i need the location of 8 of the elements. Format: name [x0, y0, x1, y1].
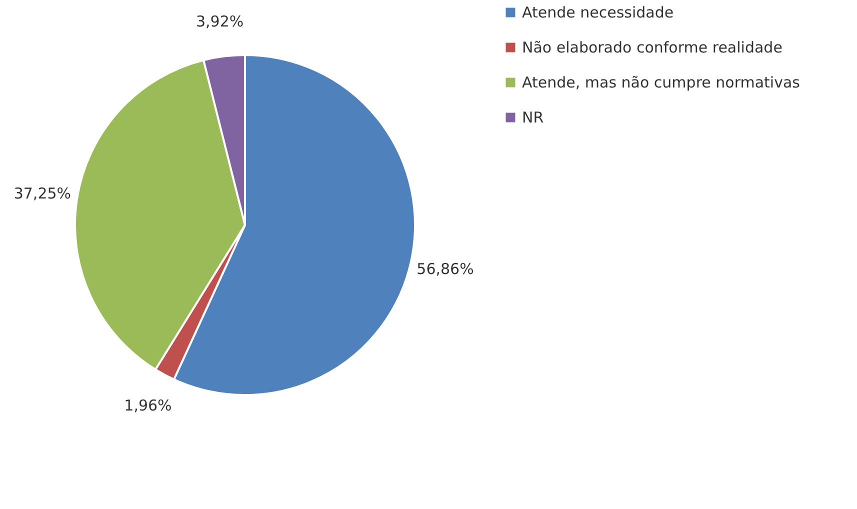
data-label: 56,86%	[416, 260, 474, 278]
data-label: 1,96%	[124, 396, 172, 415]
legend-label: Atende, mas não cumpre normativas	[522, 74, 800, 92]
data-label: 3,92%	[196, 12, 244, 31]
legend-label: Atende necessidade	[522, 4, 674, 22]
legend-label: NR	[522, 108, 544, 126]
data-label: 37,25%	[14, 184, 72, 203]
legend-label: Não elaborado conforme realidade	[522, 38, 782, 56]
